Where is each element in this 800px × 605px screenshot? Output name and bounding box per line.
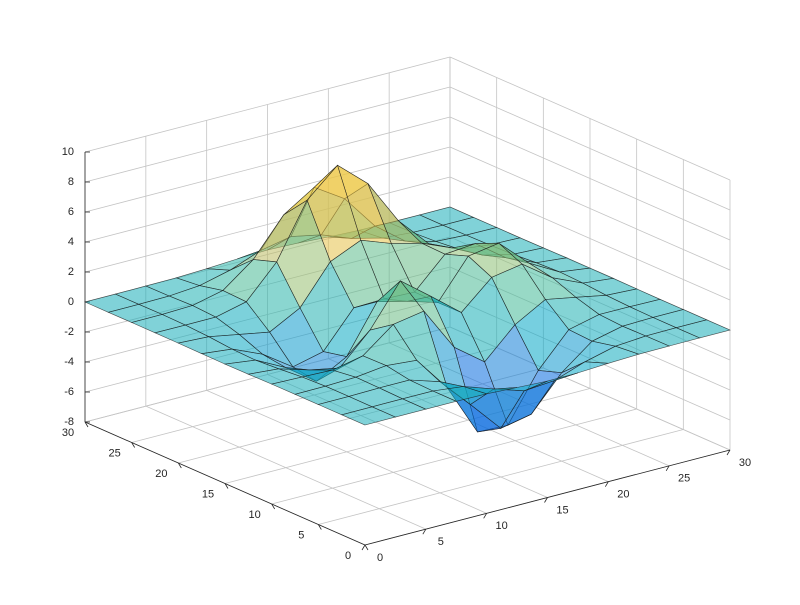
grid-line xyxy=(84,86,451,183)
z-tick-label: 0 xyxy=(68,296,74,308)
tick-mark xyxy=(364,544,369,551)
x-tick-label: 10 xyxy=(496,520,508,532)
x-tick-label: 15 xyxy=(556,504,568,516)
tick-mark xyxy=(84,421,89,428)
x-tick-label: 25 xyxy=(678,473,690,485)
y-tick-label: 30 xyxy=(62,427,74,439)
tick-mark xyxy=(271,503,276,510)
x-tick-label: 0 xyxy=(377,552,383,564)
tick-mark xyxy=(665,465,670,472)
tick-mark xyxy=(131,442,136,448)
x-tick-label: 20 xyxy=(617,489,629,501)
y-tick-label: 25 xyxy=(109,447,121,459)
grid-line xyxy=(449,86,731,211)
x-tick-label: 30 xyxy=(739,457,751,469)
grid-line xyxy=(84,176,451,273)
grid-line xyxy=(449,56,731,181)
z-tick-label: -2 xyxy=(64,326,74,338)
y-tick-label: 20 xyxy=(155,468,167,480)
grid-line xyxy=(449,176,731,301)
z-tick-label: -8 xyxy=(64,416,74,428)
tick-mark xyxy=(726,449,731,456)
y-tick-label: 10 xyxy=(249,509,261,521)
grid-line xyxy=(84,116,451,213)
z-tick-label: 8 xyxy=(68,176,74,188)
z-tick-label: 2 xyxy=(68,266,74,278)
grid-line xyxy=(84,56,451,153)
y-tick-label: 0 xyxy=(345,550,351,562)
tick-mark xyxy=(483,513,488,519)
surface-face xyxy=(340,406,397,426)
y-tick-label: 15 xyxy=(202,488,214,500)
x-tick-label: 5 xyxy=(438,536,444,548)
grid-line xyxy=(449,116,731,241)
y-tick-label: 5 xyxy=(298,529,304,541)
grid-line xyxy=(318,429,684,525)
grid-line xyxy=(84,146,451,243)
tick-mark xyxy=(361,544,366,551)
tick-mark xyxy=(422,528,427,535)
tick-mark xyxy=(224,483,229,489)
z-tick-label: 6 xyxy=(68,206,74,218)
tick-mark xyxy=(604,481,609,487)
grid-line xyxy=(271,408,637,505)
z-tick-label: 4 xyxy=(68,236,74,248)
z-tick-label: -4 xyxy=(64,356,74,368)
tick-mark xyxy=(177,462,182,469)
grid-line xyxy=(449,146,731,271)
z-tick-label: 10 xyxy=(62,146,74,158)
z-tick-label: -6 xyxy=(64,386,74,398)
tick-mark xyxy=(544,497,548,503)
tick-mark xyxy=(317,524,322,530)
